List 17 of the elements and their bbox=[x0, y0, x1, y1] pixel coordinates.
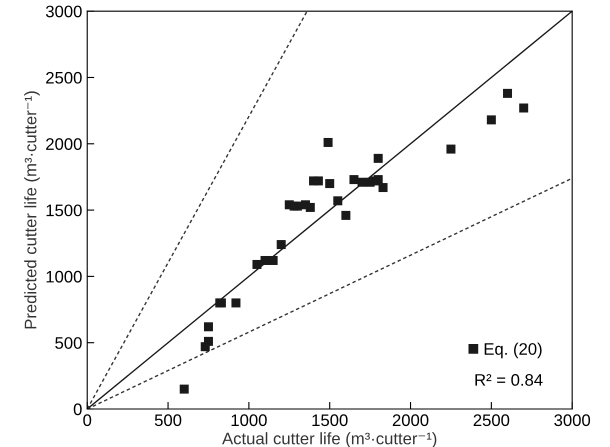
x-tick-label: 0 bbox=[83, 414, 92, 426]
y-tick-label: 1500 bbox=[46, 204, 82, 216]
legend-label: Eq. (20) bbox=[484, 342, 542, 358]
x-tick-label: 2000 bbox=[392, 414, 428, 426]
y-tick-label: 1000 bbox=[46, 270, 82, 283]
y-tick-label: 3000 bbox=[46, 6, 82, 18]
x-tick-label: 1500 bbox=[312, 414, 348, 426]
y-tick-label: 500 bbox=[55, 337, 82, 349]
y-tick-label: 0 bbox=[74, 403, 82, 416]
y-tick-label: 2000 bbox=[46, 138, 82, 150]
x-tick-label: 500 bbox=[154, 414, 182, 426]
x-tick-label: 3000 bbox=[554, 414, 590, 426]
y-axis-title: Predicted cutter life (m³·cutter⁻¹) bbox=[24, 91, 40, 328]
x-tick-label: 2500 bbox=[474, 414, 510, 426]
x-tick-label: 1000 bbox=[232, 414, 267, 426]
y-tick-label: 2500 bbox=[46, 72, 82, 84]
annotation: R² = 0.84 bbox=[475, 374, 543, 386]
